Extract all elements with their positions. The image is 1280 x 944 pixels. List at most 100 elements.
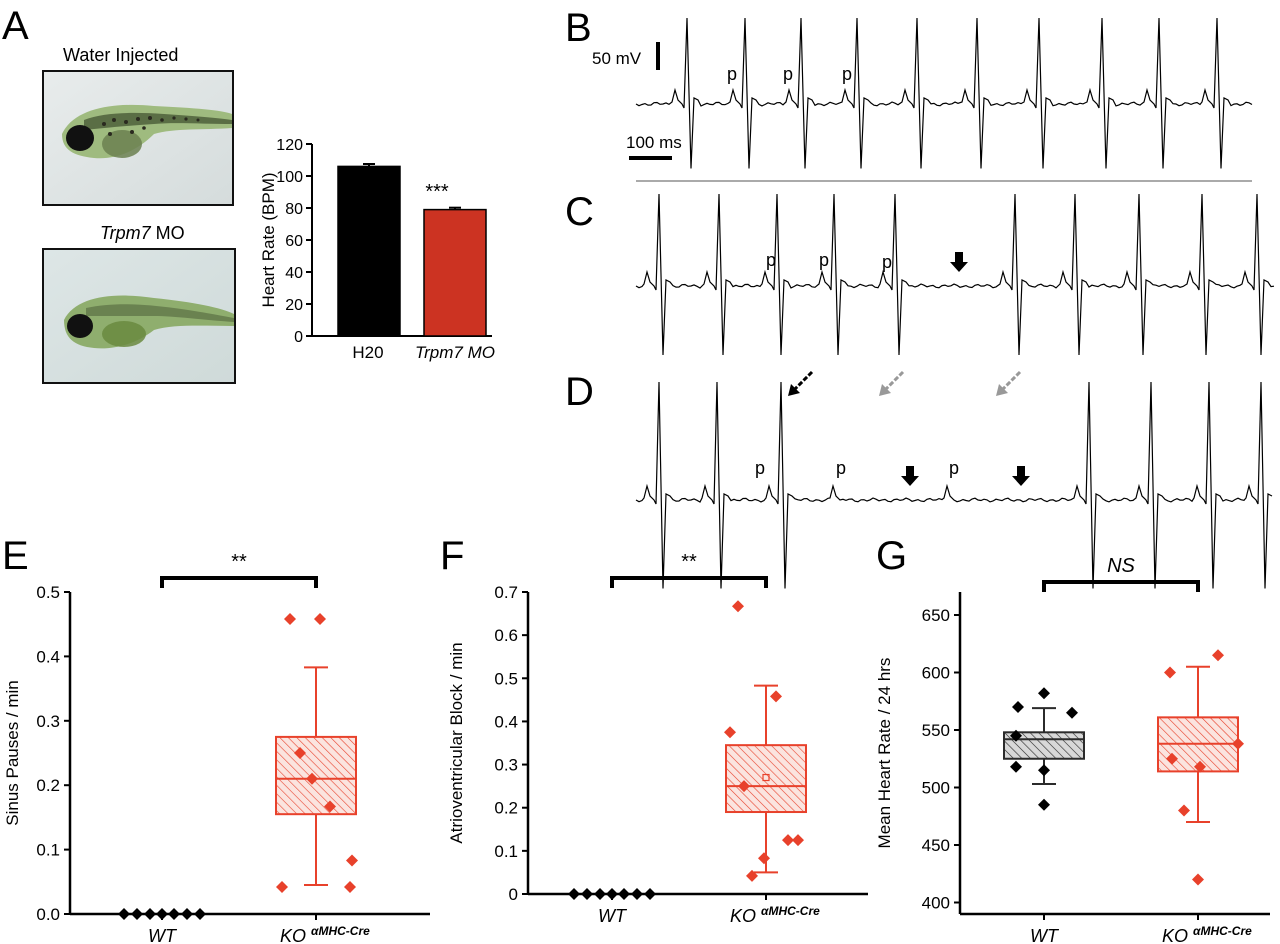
data-point (1038, 764, 1050, 777)
data-point (631, 888, 643, 900)
y-tick-label: 0.4 (36, 647, 60, 666)
y-tick-label: 500 (922, 779, 950, 798)
data-point (1038, 798, 1050, 811)
p-wave-label: p (766, 250, 776, 270)
y-tick-label: 0.1 (36, 841, 60, 860)
category-wt: WT (1030, 926, 1060, 944)
panel-label-g: G (876, 534, 908, 578)
p-wave-label: p (819, 250, 829, 270)
chart-a-category-trpm7: Trpm7 MO (415, 343, 495, 362)
y-tick-label: 0.4 (494, 712, 518, 731)
category-wt: WT (148, 926, 178, 944)
ecg-traces: 50 mV 100 ms p p p p p p p p p (592, 17, 1275, 589)
y-tick-label: 0.1 (494, 842, 518, 861)
data-point (181, 908, 193, 920)
y-axis-label: Atrioventricular Block / min (447, 642, 466, 843)
data-point (618, 888, 630, 900)
y-tick-label: 80 (285, 201, 303, 218)
y-tick-label: 120 (276, 137, 303, 154)
data-point (1010, 729, 1022, 742)
photo2-caption-italic: Trpm7 (100, 223, 151, 243)
significance-label: ** (681, 551, 697, 573)
significance-bracket (610, 576, 768, 588)
mean-marker (762, 773, 770, 782)
data-point (306, 772, 318, 785)
photo1-caption: Water Injected (63, 45, 179, 65)
p-wave-label: p (755, 458, 765, 478)
data-point (1212, 649, 1224, 662)
category-ko: KO αMHC-Cre (280, 924, 370, 944)
p-wave-label: p (783, 64, 793, 84)
y-tick-label: 0.6 (494, 626, 518, 645)
panel-label-b: B (565, 6, 592, 50)
data-point (1066, 706, 1078, 719)
data-point (118, 908, 130, 920)
water-injected-fish-photo (42, 70, 234, 206)
data-point (581, 888, 593, 900)
photo2-caption-rest: MO (150, 223, 185, 243)
bar (423, 208, 487, 337)
data-point (594, 888, 606, 900)
data-point (758, 852, 770, 865)
ecg-trace-d (635, 381, 1273, 589)
data-point (1192, 873, 1204, 886)
pause-arrow-icon (901, 466, 919, 486)
y-tick-label: 20 (285, 297, 303, 314)
data-point (284, 613, 296, 626)
y-tick-label: 0.3 (494, 756, 518, 775)
iqr-box (275, 735, 357, 816)
black-diagonal-arrow-icon (788, 370, 814, 396)
data-point (324, 800, 336, 813)
y-tick-label: 0.3 (36, 712, 60, 731)
data-point (568, 888, 580, 900)
y-tick-label: 600 (922, 664, 950, 683)
y-axis-label: Sinus Pauses / min (3, 680, 22, 826)
data-point (1010, 760, 1022, 773)
data-point (156, 908, 168, 920)
data-point (746, 869, 758, 882)
ecg-trace-b (635, 17, 1253, 169)
panel-label-d: D (565, 370, 594, 414)
data-point (770, 690, 782, 703)
data-point (1012, 701, 1024, 713)
y-tick-label: 550 (922, 721, 950, 740)
data-point (131, 908, 143, 920)
y-tick-label: 60 (285, 233, 303, 250)
y-tick-label: 0.5 (494, 669, 518, 688)
gray-diagonal-arrow-icon (996, 370, 1022, 396)
y-tick-label: 0.2 (494, 799, 518, 818)
panel-label-f: F (440, 534, 465, 578)
category-ko: KO αMHC-Cre (730, 904, 820, 926)
category-wt: WT (598, 906, 628, 926)
p-wave-label: p (727, 64, 737, 84)
y-tick-label: 0 (294, 329, 303, 346)
iqr-box (725, 744, 807, 814)
p-wave-label: p (882, 252, 892, 272)
data-point (782, 834, 794, 847)
data-point (276, 880, 288, 893)
data-point (1194, 760, 1206, 773)
data-point (644, 888, 656, 900)
y-tick-label: 650 (922, 606, 950, 625)
iqr-box (1003, 731, 1085, 760)
data-point (344, 880, 356, 893)
data-point (732, 600, 744, 613)
y-tick-label: 0.5 (36, 583, 60, 602)
data-point (314, 613, 326, 626)
data-point (194, 908, 206, 920)
y-axis-label: Mean Heart Rate / 24 hrs (875, 658, 894, 849)
data-point (1178, 804, 1190, 817)
y-tick-label: 0.7 (494, 583, 518, 602)
y-tick-label: 100 (276, 169, 303, 186)
data-point (346, 854, 358, 867)
panel-label-e: E (2, 534, 29, 578)
trpm7-mo-fish-photo (42, 248, 236, 384)
chart-a-category-h2o: H20 (352, 343, 383, 362)
ecg-trace-c (635, 193, 1275, 356)
p-wave-label: p (836, 458, 846, 478)
mean-heart-rate-chart: 400 450 500 550 600 650 Mean Heart Rate / 24 h… (875, 555, 1270, 944)
category-ko: KO αMHC-Cre (1162, 924, 1252, 944)
data-point (1166, 752, 1178, 765)
pause-arrow-icon (950, 252, 968, 272)
